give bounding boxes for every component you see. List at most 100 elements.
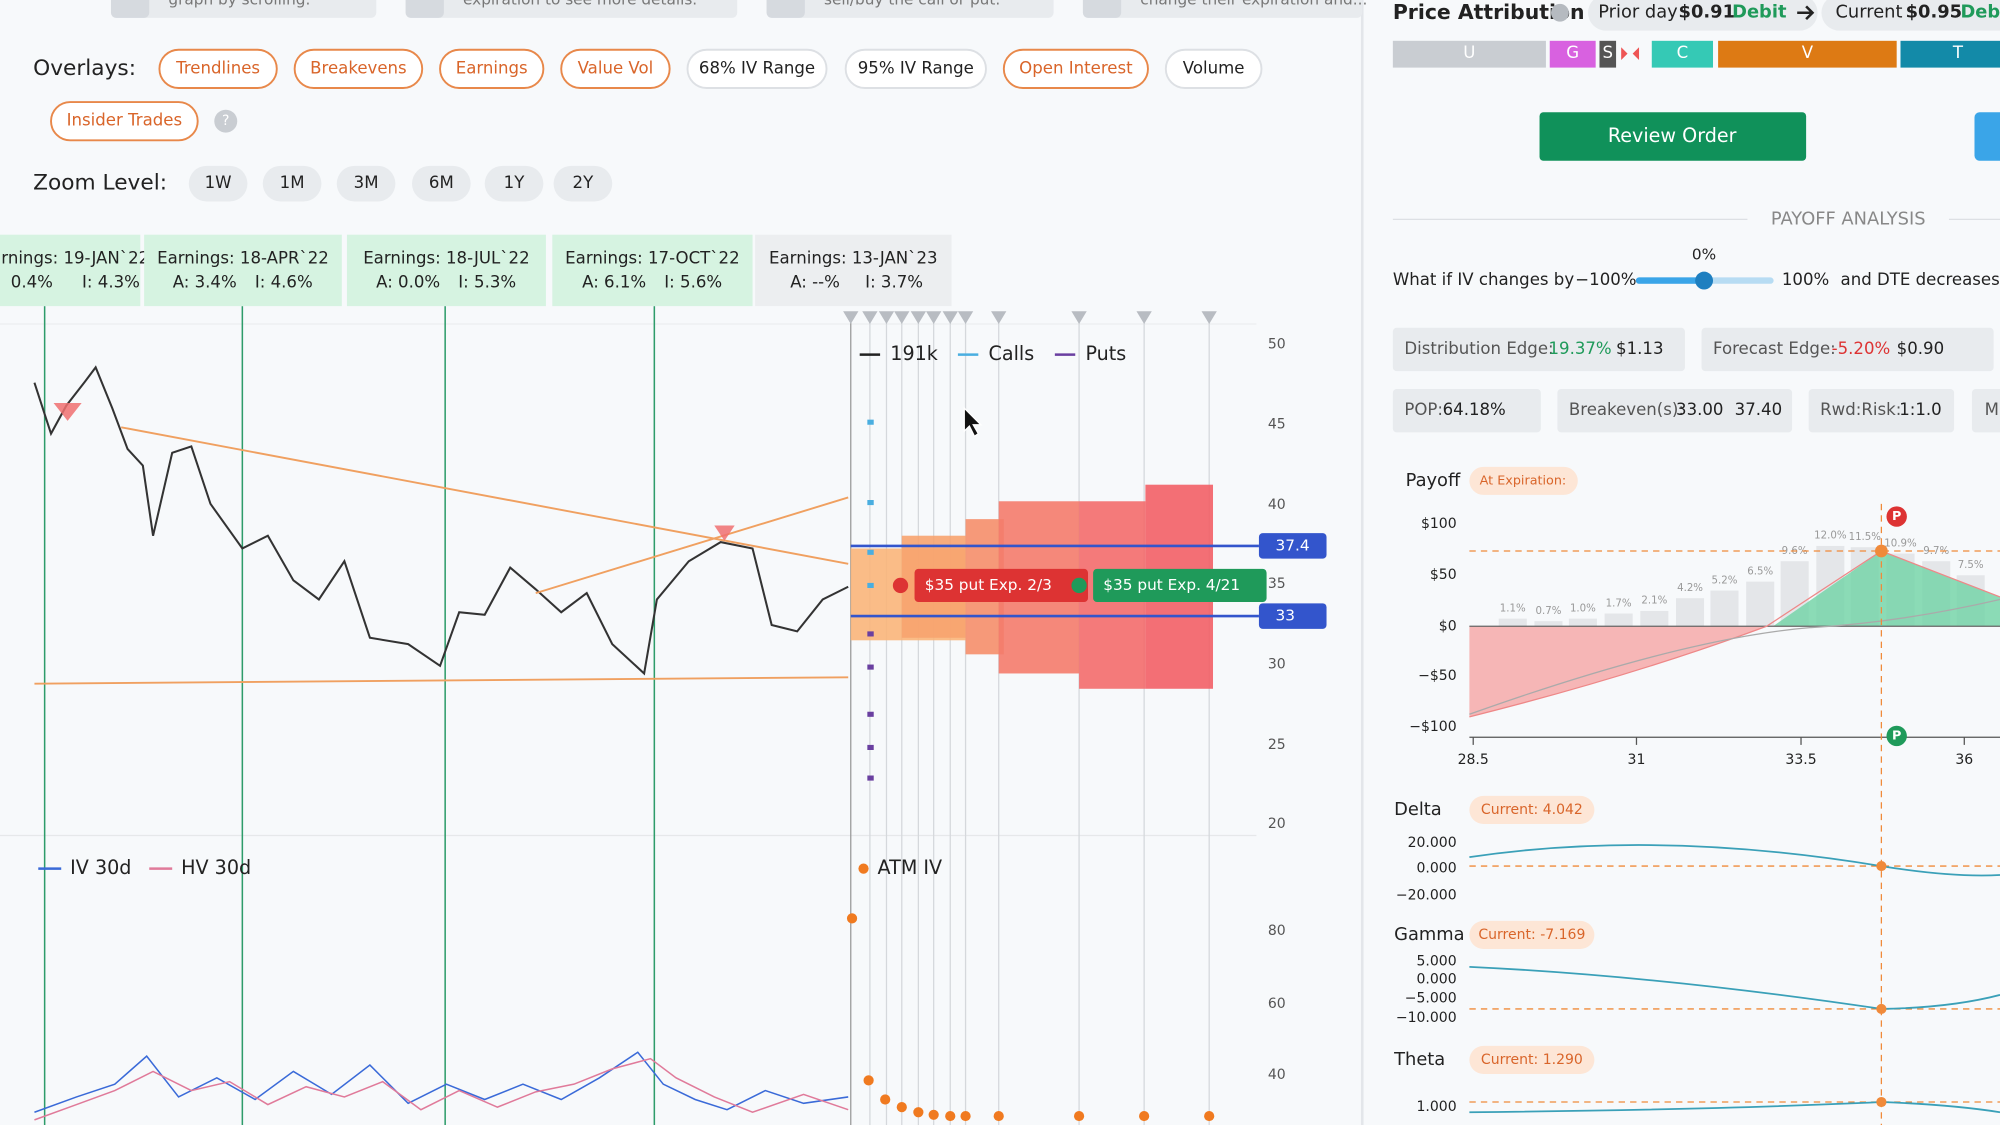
atm-iv-dot — [1139, 1110, 1150, 1122]
earnings-title: Earnings: 13-JAN`23 — [769, 248, 938, 267]
expiry-marker — [910, 311, 927, 324]
segment-arrows — [1621, 47, 1640, 60]
zoom-button-label[interactable]: 1W — [205, 173, 232, 192]
earnings-implied: I: 4.6% — [255, 273, 313, 292]
overlay-button-label[interactable]: Volume — [1183, 58, 1245, 77]
overlay-button-label[interactable]: Earnings — [456, 58, 528, 77]
prior-type: Debit — [1732, 2, 1787, 23]
atm-iv-dot — [1073, 1110, 1085, 1122]
slider-handle[interactable] — [1695, 271, 1714, 290]
bar-label: 10.9% — [1884, 538, 1917, 549]
overlay-button-label[interactable]: 95% IV Range — [858, 58, 974, 77]
zoom-button-label[interactable]: 2Y — [573, 173, 595, 192]
zoom-button-label[interactable]: 6M — [429, 173, 454, 192]
x-tick-label: 36 — [1955, 752, 1973, 768]
probability-bar — [1676, 598, 1705, 627]
y-tick-label: 40 — [1268, 497, 1286, 513]
segment-label: U — [1463, 43, 1475, 62]
stat-label: Rwd:Risk: — [1820, 400, 1901, 419]
current-dot — [1876, 1096, 1887, 1108]
position-tag-label[interactable]: $35 put Exp. 4/21 — [1103, 576, 1240, 594]
attribution-segment — [1651, 40, 1714, 68]
expiry-marker — [991, 311, 1007, 324]
position-tag-label[interactable]: $35 put Exp. 2/3 — [925, 576, 1052, 594]
y-tick-label: −10.000 — [1396, 1010, 1457, 1026]
y-tick-label: 0.000 — [1417, 972, 1457, 988]
zoom-button-label[interactable]: 1M — [280, 173, 305, 192]
zoom-button-label[interactable]: 3M — [354, 173, 379, 192]
hint-icon — [766, 0, 805, 18]
overlay-button-label[interactable]: Insider Trades — [67, 111, 182, 130]
legend-label: 191k — [890, 342, 939, 365]
zoom-button — [553, 165, 613, 202]
probability-bar — [1640, 610, 1669, 627]
hint-box — [110, 0, 377, 18]
volume-tick — [867, 775, 874, 781]
overlay-button — [560, 48, 671, 89]
probability-bar — [1604, 613, 1633, 627]
zoom-label: Zoom Level: — [33, 171, 167, 196]
greek-name: Delta — [1394, 799, 1442, 820]
stat-value: 64.18% — [1443, 400, 1506, 419]
current-pill — [1469, 920, 1595, 949]
zoom-button-label[interactable]: 1Y — [504, 173, 526, 192]
earnings-implied: I: 5.3% — [458, 273, 516, 292]
mode-pill — [1469, 466, 1578, 495]
current-dot — [1876, 860, 1887, 872]
earnings-title: Earnings: 18-APR`22 — [157, 248, 329, 267]
position-tag — [914, 568, 1089, 603]
legend-label: ATM IV — [878, 856, 943, 879]
marker-label: P — [1892, 728, 1901, 743]
bar-label: 6.5% — [1747, 566, 1773, 577]
atm-iv-dot — [896, 1102, 907, 1113]
tag-dot — [892, 577, 909, 594]
overlay-button-label[interactable]: Value Vol — [578, 58, 654, 77]
tag-dot — [1071, 577, 1087, 594]
stat-value: $1.13 — [1616, 339, 1663, 358]
earnings-implied: I: 5.6% — [664, 273, 722, 292]
overlay-button — [844, 48, 987, 89]
y-tick-label: 50 — [1268, 336, 1286, 352]
y-tick-label: 35 — [1268, 576, 1286, 592]
volume-tick — [867, 631, 874, 637]
marker-label: P — [1892, 509, 1901, 524]
marker — [1886, 506, 1907, 527]
greek-name: Gamma — [1394, 924, 1464, 945]
greek-line — [1469, 1101, 2000, 1114]
greek-line — [1469, 844, 2000, 877]
volume-tick — [867, 582, 874, 589]
expiry-marker — [894, 311, 910, 324]
overlay-button-label[interactable]: 68% IV Range — [699, 58, 815, 77]
overlay-button-label[interactable]: Breakevens — [310, 58, 407, 77]
bar-label: 1.0% — [1570, 603, 1596, 614]
review-button-label[interactable]: Review Order — [1608, 124, 1737, 147]
expiry-marker — [1201, 311, 1217, 324]
atm-iv-dot — [880, 1094, 891, 1105]
y-tick-label: 0.000 — [1417, 861, 1457, 877]
earnings-box — [346, 234, 546, 307]
y-tick-label: $100 — [1421, 516, 1457, 532]
atm-iv-dot — [928, 1109, 939, 1120]
atm-iv-dot — [945, 1110, 956, 1122]
legend-dot — [858, 863, 869, 874]
attribution-segment — [1599, 40, 1617, 68]
overlay-button-label[interactable]: Trendlines — [175, 58, 260, 77]
bar-label: 7.5% — [1958, 560, 1984, 571]
overlay-button-label[interactable]: Open Interest — [1019, 58, 1133, 77]
slider-min: −100% — [1575, 270, 1636, 289]
y-tick-label: −$100 — [1409, 719, 1456, 735]
y-tick-label: 5.000 — [1417, 954, 1457, 970]
earnings-actual: A: 3.4% — [173, 273, 237, 292]
slider-value: 0% — [1692, 246, 1716, 264]
y-tick-label: 40 — [1268, 1067, 1286, 1083]
current-pill — [1469, 795, 1595, 824]
stat-box — [1392, 389, 1541, 433]
earnings-title: Earnings: 18-JUL`22 — [363, 248, 529, 267]
earnings-box — [144, 234, 342, 307]
profit-area — [1772, 551, 2000, 627]
greek-current: Current: 4.042 — [1481, 802, 1583, 818]
hint-box — [766, 0, 1054, 18]
